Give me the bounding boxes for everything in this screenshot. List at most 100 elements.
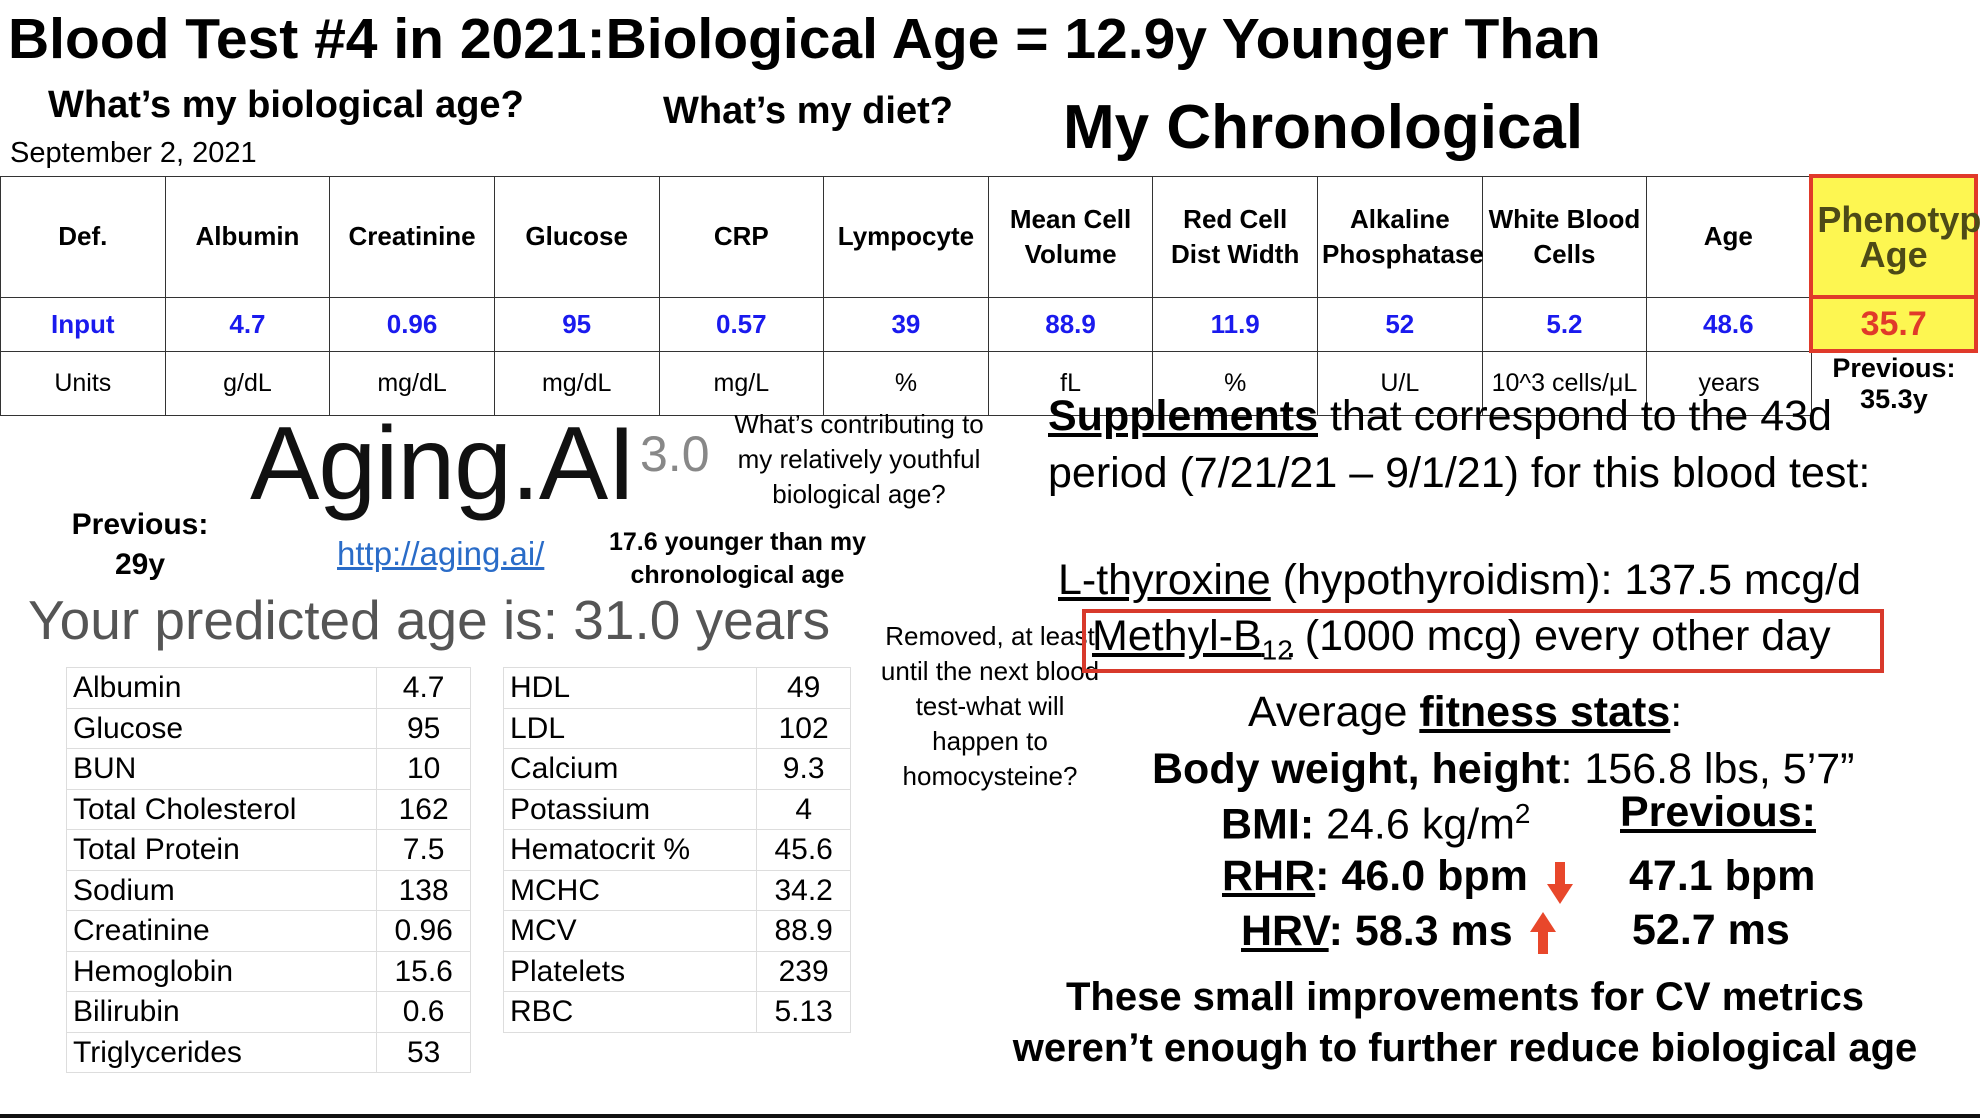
- supplement: L-thyroxine (hypothyroidism): 137.5 mcg/…: [1058, 556, 1861, 605]
- table-row: Sodium 138: [65, 869, 471, 911]
- marker-value: 15.6: [376, 950, 471, 992]
- input-cell: 39: [823, 296, 989, 352]
- marker-value: 162: [376, 788, 471, 830]
- table-row: BUN 10: [65, 748, 471, 790]
- input-cell: 11.9: [1152, 296, 1318, 352]
- marker-value: 95: [376, 707, 471, 749]
- table-row: MCHC 34.2: [502, 869, 851, 911]
- label: BMI:: [1221, 800, 1315, 849]
- subscript: 12: [1261, 634, 1293, 666]
- marker-name: Albumin: [65, 667, 378, 709]
- value: 24.6 kg/m: [1314, 800, 1515, 849]
- link[interactable]: http://aging.ai/: [337, 535, 545, 572]
- input-cell: 48.6: [1646, 296, 1812, 352]
- table-row: Potassium 4: [502, 788, 851, 830]
- units-cell: g/dL: [164, 350, 331, 416]
- input-cell: 0.96: [329, 296, 495, 352]
- previous-value: 52.7 ms: [1632, 906, 1790, 954]
- units-cell: 10^3 cells/μL: [1481, 350, 1648, 416]
- superscript: 2: [1514, 798, 1531, 829]
- marker-value: 7.5: [376, 829, 471, 871]
- marker-name: Bilirubin: [65, 991, 378, 1033]
- question: What’s contributing to my relatively you…: [734, 409, 984, 509]
- units-cell: Units: [0, 350, 166, 416]
- header-cell: Mean Cell Volume: [987, 175, 1154, 298]
- table-row: Bilirubin 0.6: [65, 991, 471, 1033]
- biomarker-table: Albumin 4.7 Glucose 95 BUN 10 Total Cholestero…: [65, 667, 471, 1073]
- table-row: RBC 5.13: [502, 991, 851, 1033]
- marker-value: 0.96: [376, 910, 471, 952]
- conclusion: weren’t enough to further reduce biologi…: [1012, 1026, 1918, 1070]
- marker-name: Sodium: [65, 869, 378, 911]
- table-row: Triglycerides 53: [65, 1031, 471, 1073]
- question: What’s my diet?: [663, 90, 953, 132]
- marker-name: LDL: [502, 707, 758, 749]
- marker-name: Creatinine: [65, 910, 378, 952]
- header-cell: White Blood Cells: [1481, 175, 1648, 298]
- header-cell: Age: [1646, 175, 1812, 298]
- label: Body weight, height: [1152, 745, 1561, 793]
- marker-value: 102: [756, 707, 851, 749]
- marker-value: 49: [756, 667, 851, 709]
- marker-name: Platelets: [502, 950, 758, 992]
- input-cell: 52: [1317, 296, 1483, 352]
- marker-name: Glucose: [65, 707, 378, 749]
- supplement-name: L-thyroxine: [1058, 556, 1271, 604]
- header-cell: Creatinine: [329, 175, 495, 298]
- table-row: Total Protein 7.5: [65, 829, 471, 871]
- table-row: Total Cholesterol 162: [65, 788, 471, 830]
- marker-value: 4.7: [376, 667, 471, 709]
- units-cell: years: [1646, 350, 1812, 416]
- logo: Aging.AI: [250, 406, 636, 522]
- input-cell: 5.2: [1481, 296, 1648, 352]
- table-row: Def. Albumin Creatinine Glucose CRP Lympocyte…: [0, 174, 1980, 299]
- title-continued: My Chronological: [1063, 93, 1584, 162]
- marker-name: Triglycerides: [65, 1031, 378, 1073]
- text: (hypothyroidism): 137.5 mcg/d: [1270, 556, 1862, 604]
- header-cell: Def.: [0, 175, 166, 298]
- note: 17.6 younger than my chronological age: [608, 528, 867, 589]
- units-cell: %: [1152, 350, 1318, 416]
- text: :: [1670, 688, 1683, 736]
- previous-value: 47.1 bpm: [1629, 852, 1816, 900]
- biomarker-table: HDL 49 LDL 102 Calcium 9.3 Potassium 4 Hematocri…: [502, 667, 851, 1033]
- marker-value: 45.6: [756, 829, 851, 871]
- table-row: Creatinine 0.96: [65, 910, 471, 952]
- previous-cell: Previous: 35.3y: [1832, 353, 1956, 414]
- input-cell: 35.7: [1809, 295, 1978, 353]
- fitness-stat: Body weight, height: 156.8 lbs, 5’7”: [1152, 745, 1855, 794]
- supplement: Methyl-B12 (1000 mcg) every other day: [1092, 612, 1831, 667]
- header-cell: Glucose: [493, 175, 660, 298]
- table-row: LDL 102: [502, 707, 851, 749]
- units-cell: mg/dL: [493, 350, 660, 416]
- marker-name: Hematocrit %: [502, 829, 758, 871]
- text: (1000 mcg) every other day: [1292, 612, 1831, 660]
- input-cell: 4.7: [164, 296, 331, 352]
- fitness-stat: RHR: 46.0 bpm: [1222, 852, 1528, 901]
- supplements-heading: period (7/21/21 – 9/1/21) for this blood…: [1048, 449, 1871, 497]
- table-row: Glucose 95: [65, 707, 471, 749]
- previous-value: 29y: [114, 548, 166, 581]
- previous-label: Previous:: [71, 508, 209, 541]
- marker-name: Total Protein: [65, 829, 378, 871]
- value: : 58.3 ms: [1328, 907, 1513, 955]
- input-cell: Input: [0, 296, 166, 352]
- header-cell: Lympocyte: [823, 175, 989, 298]
- marker-name: Hemoglobin: [65, 950, 378, 992]
- prediction: Your predicted age is: 31.0 years: [28, 589, 831, 651]
- table-row: Units g/dL mg/dL mg/dL mg/L% fL% U/L 10^3 cells…: [0, 350, 1977, 416]
- fitness-stat: HRV: 58.3 ms: [1241, 907, 1513, 956]
- table-row: Albumin 4.7: [65, 667, 471, 709]
- supplements-heading: Supplements that correspond to the 43d: [1048, 392, 1832, 441]
- marker-value: 5.13: [756, 991, 851, 1033]
- text: fitness stats: [1419, 688, 1671, 736]
- table-row: Hematocrit % 45.6: [502, 829, 851, 871]
- marker-name: HDL: [502, 667, 758, 709]
- table-row: Platelets 239: [502, 950, 851, 992]
- table-row: Calcium 9.3: [502, 748, 851, 790]
- text: Average: [1248, 688, 1420, 736]
- fitness-heading: Average fitness stats:: [1248, 688, 1682, 737]
- value: : 156.8 lbs, 5’7”: [1560, 745, 1855, 793]
- supplements-label: Supplements: [1048, 392, 1318, 440]
- label: HRV: [1241, 907, 1329, 955]
